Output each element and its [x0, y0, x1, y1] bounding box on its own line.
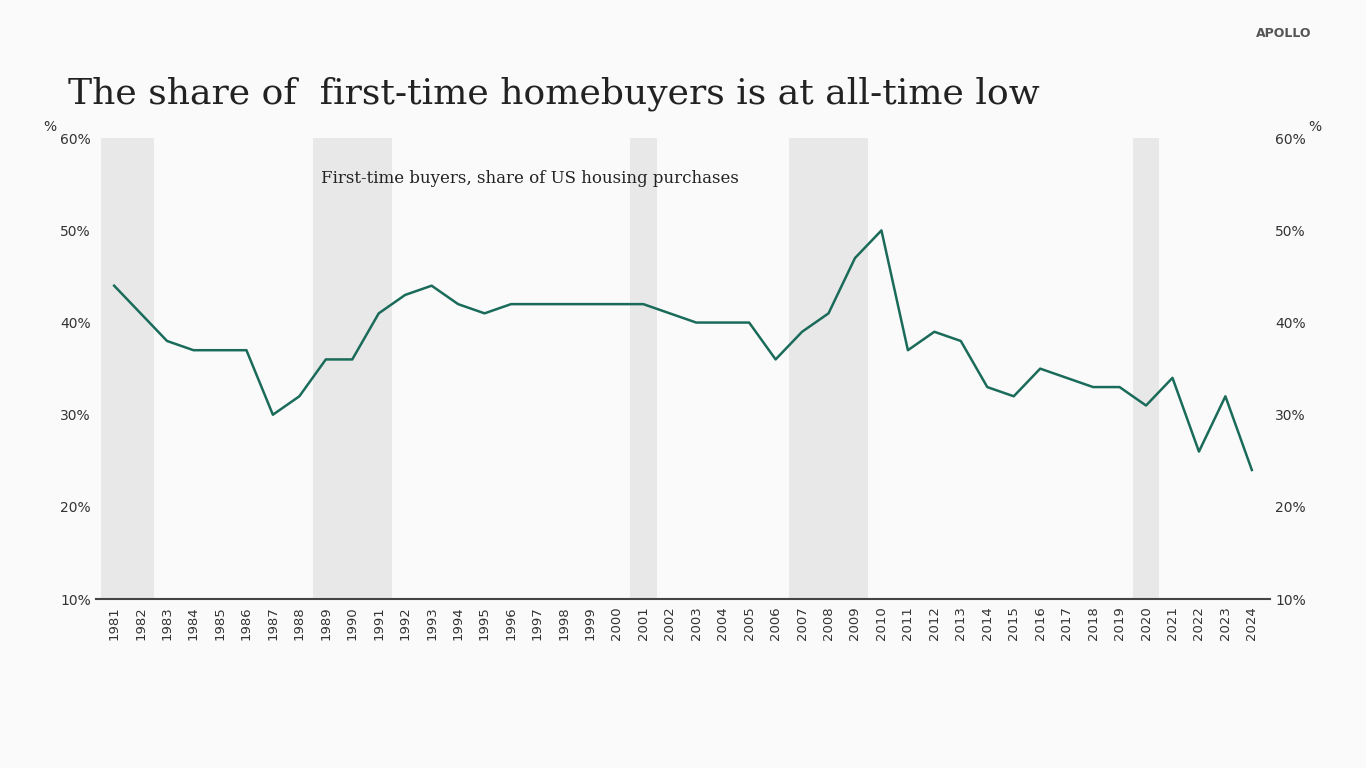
Text: The share of  first-time homebuyers is at all-time low: The share of first-time homebuyers is at… — [68, 77, 1040, 111]
Text: APOLLO: APOLLO — [1255, 27, 1311, 40]
Bar — [788, 138, 869, 599]
Bar — [1132, 138, 1160, 599]
Text: %: % — [42, 120, 56, 134]
Text: %: % — [1309, 120, 1321, 134]
Bar — [101, 138, 154, 599]
Bar — [313, 138, 392, 599]
Bar — [630, 138, 657, 599]
Text: First-time buyers, share of US housing purchases: First-time buyers, share of US housing p… — [321, 170, 739, 187]
